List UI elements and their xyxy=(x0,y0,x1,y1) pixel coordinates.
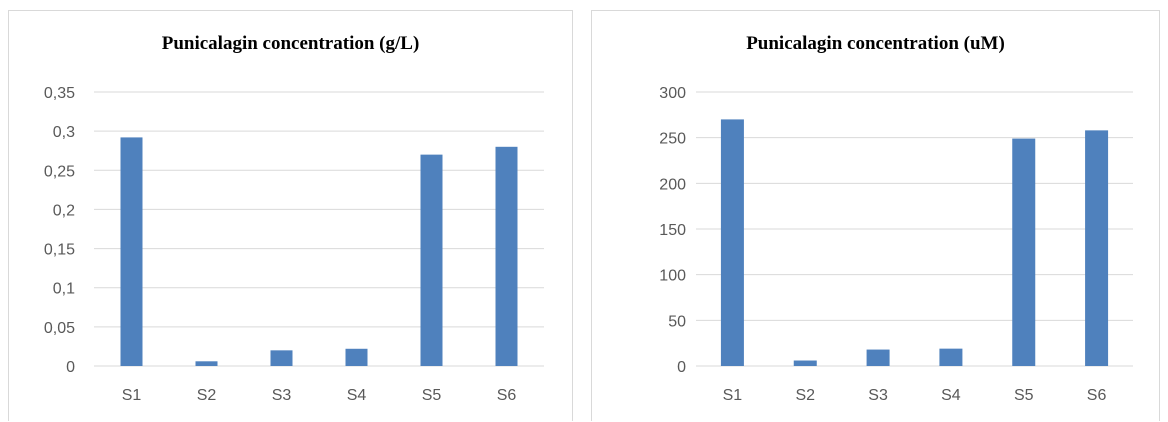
bar-s2 xyxy=(195,361,218,366)
x-tick-label: S2 xyxy=(795,387,815,404)
bar-s1 xyxy=(120,137,143,366)
chart-panel-um: Punicalagin concentration (uM) 0 50 100 150… xyxy=(591,10,1160,421)
bar-chart-um: 0 50 100 150 200 250 300 S1 S2 S3 S4 S5 S6 xyxy=(659,85,1133,404)
bar-s3 xyxy=(270,350,293,366)
bar-s2 xyxy=(793,360,817,366)
y-tick-label: 0 xyxy=(677,359,686,376)
chart-title: Punicalagin concentration (uM) xyxy=(746,33,1005,54)
x-tick-label: S3 xyxy=(868,387,888,404)
x-tick-label: S1 xyxy=(723,387,743,404)
y-tick-label: 150 xyxy=(659,222,686,239)
x-tick-label: S5 xyxy=(422,387,442,404)
x-tick-label: S1 xyxy=(122,387,142,404)
y-tick-label: 0,1 xyxy=(53,281,75,298)
bar-s3 xyxy=(866,349,890,366)
y-tick-label: 100 xyxy=(659,268,686,285)
y-tick-label: 0,05 xyxy=(44,320,75,337)
y-tick-label: 0,35 xyxy=(44,85,75,102)
y-tick-label: 0 xyxy=(66,359,75,376)
y-tick-label: 300 xyxy=(659,85,686,102)
y-tick-label: 250 xyxy=(659,131,686,148)
bar-s4 xyxy=(939,348,963,366)
x-tick-label: S3 xyxy=(272,387,292,404)
y-tick-label: 0,25 xyxy=(44,163,75,180)
y-tick-label: 0,2 xyxy=(53,202,75,219)
bar-s4 xyxy=(345,348,368,366)
bar-s5 xyxy=(420,154,443,366)
x-tick-label: S6 xyxy=(1087,387,1107,404)
chart-title: Punicalagin concentration (g/L) xyxy=(161,33,420,54)
y-tick-label: 0,3 xyxy=(53,124,75,141)
y-tick-label: 0,15 xyxy=(44,242,75,259)
y-tick-label: 50 xyxy=(668,313,686,330)
bar-s6 xyxy=(495,146,518,366)
chart-panel-gl: Punicalagin concentration (g/L) 0 0,05 0,1… xyxy=(8,10,573,421)
bar-s1 xyxy=(720,119,744,367)
x-tick-label: S2 xyxy=(197,387,217,404)
x-tick-label: S5 xyxy=(1014,387,1034,404)
y-tick-label: 200 xyxy=(659,176,686,193)
bar-chart-gl: 0 0,05 0,1 0,15 0,2 0,25 0,3 0,35 S1 S2 S3 S4 S5 S6 xyxy=(44,85,544,404)
x-tick-label: S6 xyxy=(497,387,517,404)
x-tick-label: S4 xyxy=(941,387,961,404)
bar-s5 xyxy=(1012,138,1036,366)
x-tick-label: S4 xyxy=(347,387,367,404)
bar-s6 xyxy=(1085,130,1109,366)
